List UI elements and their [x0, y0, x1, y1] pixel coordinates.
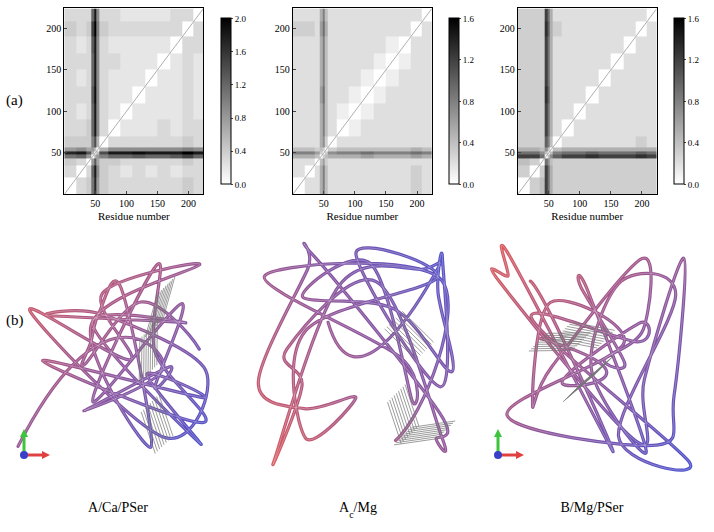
- svg-text:1.2: 1.2: [235, 80, 246, 90]
- svg-text:200: 200: [410, 198, 425, 209]
- svg-text:0.0: 0.0: [463, 180, 475, 190]
- svg-text:100: 100: [275, 106, 290, 117]
- svg-text:50: 50: [544, 198, 554, 209]
- svg-text:150: 150: [46, 64, 61, 75]
- svg-text:1.6: 1.6: [235, 47, 247, 57]
- svg-text:2.0: 2.0: [235, 14, 247, 24]
- svg-text:50: 50: [90, 198, 100, 209]
- svg-text:100: 100: [119, 198, 134, 209]
- svg-text:100: 100: [347, 198, 362, 209]
- html-text:(a): (a): [6, 92, 23, 108]
- svg-text:150: 150: [275, 64, 290, 75]
- svg-text:150: 150: [150, 198, 165, 209]
- svg-text:1.6: 1.6: [688, 14, 700, 24]
- svg-text:Ac/Mg: Ac/Mg: [339, 500, 377, 520]
- svg-text:150: 150: [603, 198, 618, 209]
- svg-text:200: 200: [634, 198, 649, 209]
- svg-text:200: 200: [275, 23, 290, 34]
- svg-text:200: 200: [181, 198, 196, 209]
- svg-text:50: 50: [280, 147, 290, 158]
- svg-text:0.8: 0.8: [235, 113, 247, 123]
- svg-text:100: 100: [572, 198, 587, 209]
- svg-text:1.2: 1.2: [688, 55, 699, 65]
- svg-text:1.6: 1.6: [463, 14, 475, 24]
- svg-text:50: 50: [51, 147, 61, 158]
- svg-text:50: 50: [319, 198, 329, 209]
- svg-text:150: 150: [500, 64, 515, 75]
- html-text:(b): (b): [6, 312, 24, 328]
- svg-text:A/Ca/PSer: A/Ca/PSer: [88, 500, 148, 515]
- svg-text:Residue number: Residue number: [326, 210, 398, 222]
- svg-text:Residue number: Residue number: [551, 210, 623, 222]
- svg-text:B/Mg/PSer: B/Mg/PSer: [560, 500, 623, 515]
- svg-text:0.8: 0.8: [463, 97, 475, 107]
- svg-text:0.0: 0.0: [688, 180, 700, 190]
- svg-text:100: 100: [46, 106, 61, 117]
- svg-text:Residue number: Residue number: [98, 210, 170, 222]
- svg-text:0.4: 0.4: [235, 146, 247, 156]
- svg-text:0.0: 0.0: [235, 180, 247, 190]
- svg-text:0.4: 0.4: [463, 138, 475, 148]
- svg-text:1.2: 1.2: [463, 55, 474, 65]
- svg-text:0.8: 0.8: [688, 97, 700, 107]
- svg-text:100: 100: [500, 106, 515, 117]
- svg-text:200: 200: [46, 23, 61, 34]
- svg-text:200: 200: [500, 23, 515, 34]
- svg-text:0.4: 0.4: [688, 138, 700, 148]
- svg-text:50: 50: [505, 147, 515, 158]
- svg-text:150: 150: [378, 198, 393, 209]
